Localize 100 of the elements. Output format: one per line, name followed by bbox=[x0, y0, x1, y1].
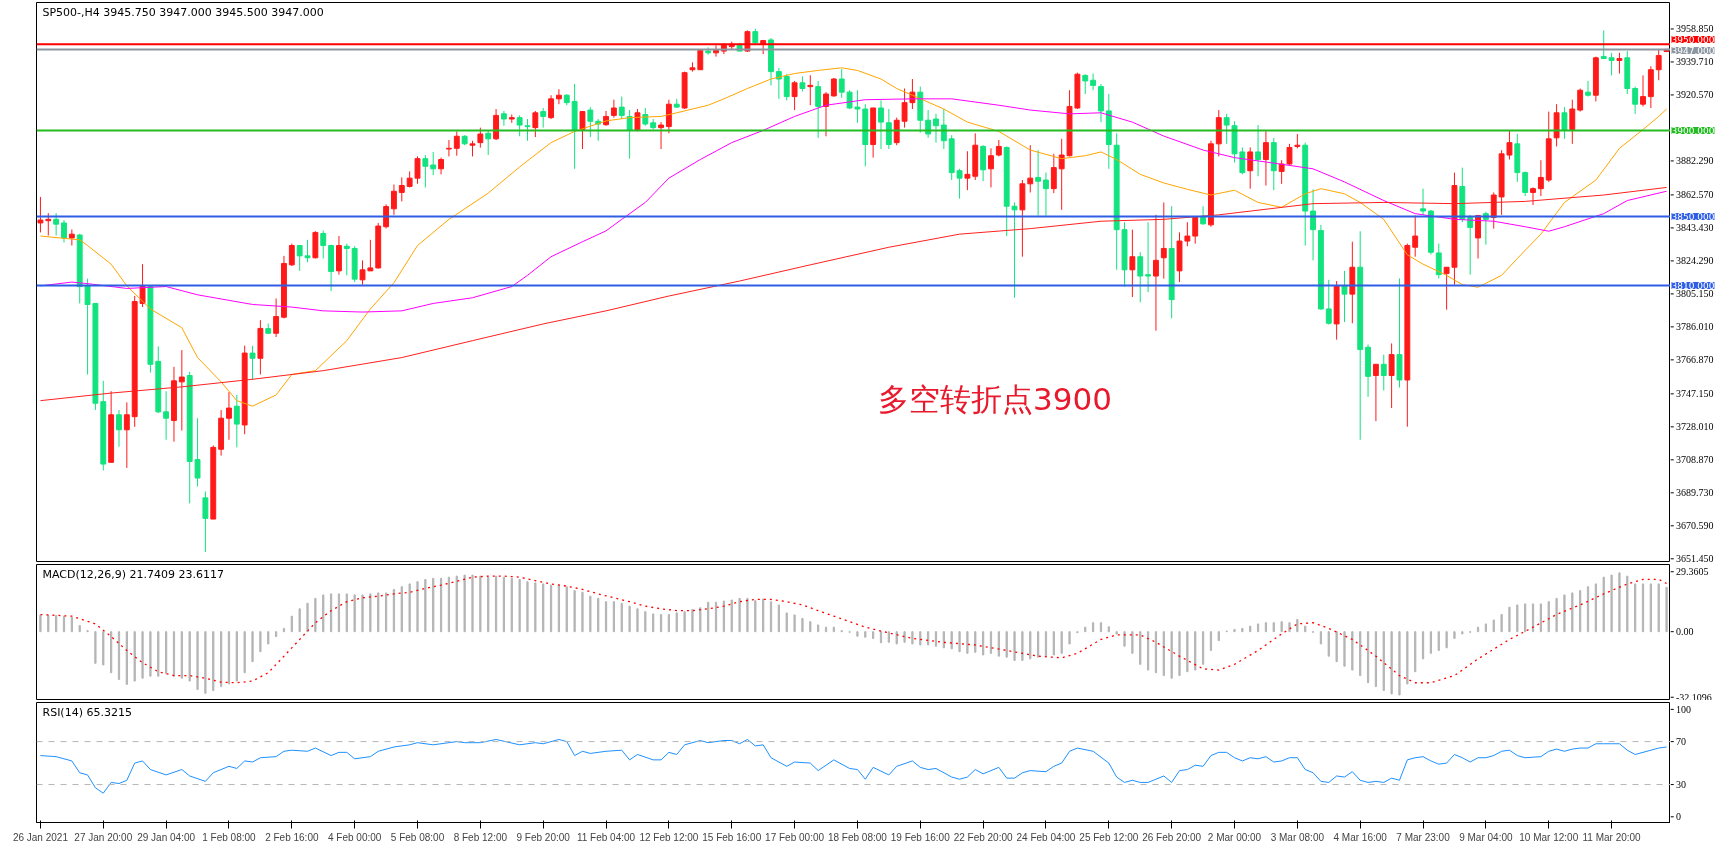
candlestick bbox=[775, 67, 782, 100]
x-tick-label: 27 Jan 20:00 bbox=[74, 831, 133, 843]
candlestick bbox=[1443, 266, 1450, 311]
candlestick bbox=[838, 68, 845, 99]
candlestick bbox=[398, 176, 405, 202]
candlestick bbox=[1341, 270, 1348, 323]
chart-title: RSI(14) 65.3215 bbox=[42, 705, 132, 719]
candlestick bbox=[587, 106, 594, 138]
candlestick bbox=[555, 88, 562, 105]
x-tick-label: 11 Mar 20:00 bbox=[1582, 831, 1642, 843]
candlestick bbox=[878, 99, 884, 150]
candlestick bbox=[1435, 243, 1442, 279]
x-tick-label: 18 Feb 08:00 bbox=[827, 831, 888, 843]
candlestick bbox=[1310, 188, 1316, 261]
y-tick-label: 0.00 bbox=[1675, 626, 1694, 638]
ref-line-label: 3950.000 bbox=[1671, 34, 1715, 45]
candlestick bbox=[1184, 221, 1191, 247]
candlestick bbox=[713, 44, 719, 58]
candlestick bbox=[273, 297, 280, 338]
candlestick bbox=[610, 99, 617, 119]
candlestick bbox=[68, 229, 75, 247]
candlestick bbox=[1043, 172, 1049, 217]
annotation: 多空转折点3900 bbox=[878, 380, 1112, 417]
candlestick bbox=[532, 110, 539, 138]
candlestick bbox=[823, 91, 829, 137]
y-tick-label: 3920.570 bbox=[1675, 89, 1714, 101]
candlestick bbox=[1616, 52, 1623, 75]
candlestick bbox=[1537, 159, 1544, 197]
candlestick bbox=[116, 409, 122, 448]
candlestick bbox=[343, 243, 350, 276]
y-tick-label: 3708.870 bbox=[1675, 454, 1714, 466]
x-tick-label: 4 Feb 00:00 bbox=[327, 831, 382, 843]
candlestick bbox=[1247, 146, 1254, 190]
x-tick-label: 11 Feb 04:00 bbox=[576, 831, 636, 843]
y-tick-label: 3670.590 bbox=[1675, 520, 1714, 532]
candlestick bbox=[1129, 229, 1136, 298]
candlestick bbox=[1223, 113, 1230, 145]
x-tick-label: 9 Mar 04:00 bbox=[1459, 831, 1514, 843]
candlestick bbox=[391, 184, 397, 216]
candlestick bbox=[988, 147, 994, 188]
candlestick bbox=[524, 118, 531, 142]
x-tick-label: 12 Feb 12:00 bbox=[639, 831, 699, 843]
x-tick-label: 17 Feb 00:00 bbox=[765, 831, 825, 843]
candlestick bbox=[1655, 48, 1662, 81]
y-tick-label: 3958.850 bbox=[1675, 23, 1714, 35]
x-tick-label: 7 Mar 23:00 bbox=[1396, 831, 1451, 843]
y-tick-label: 3824.290 bbox=[1675, 255, 1714, 267]
candlestick bbox=[1325, 279, 1332, 326]
candlestick bbox=[1160, 201, 1167, 280]
x-tick-label: 10 Mar 12:00 bbox=[1519, 831, 1579, 843]
candlestick bbox=[430, 151, 437, 176]
candlestick bbox=[288, 243, 295, 267]
y-tick-label: 3747.150 bbox=[1675, 388, 1714, 400]
candlestick bbox=[815, 80, 822, 139]
y-tick-label: 3651.450 bbox=[1675, 553, 1714, 565]
candlestick bbox=[1490, 191, 1497, 230]
candlestick bbox=[1585, 80, 1591, 98]
candlestick bbox=[980, 144, 987, 182]
candlestick bbox=[1380, 354, 1387, 391]
candlestick bbox=[53, 212, 60, 237]
x-tick-label: 22 Feb 20:00 bbox=[953, 831, 1014, 843]
candlestick bbox=[516, 114, 523, 137]
candlestick bbox=[414, 155, 421, 185]
candlestick bbox=[61, 219, 67, 243]
candlestick bbox=[1420, 188, 1426, 216]
candlestick bbox=[1372, 363, 1379, 422]
chart-title: MACD(12,26,9) 21.7409 23.6117 bbox=[42, 567, 225, 581]
candlestick bbox=[1082, 73, 1089, 95]
candlestick bbox=[296, 245, 303, 272]
candlestick bbox=[163, 390, 170, 441]
candlestick bbox=[485, 129, 492, 156]
y-tick-label: 3882.290 bbox=[1675, 155, 1714, 167]
x-tick-label: 5 Feb 08:00 bbox=[390, 831, 445, 843]
candlestick bbox=[304, 239, 311, 263]
x-tick-label: 25 Feb 12:00 bbox=[1079, 831, 1139, 843]
candlestick bbox=[665, 99, 672, 134]
y-tick-label: 30 bbox=[1675, 779, 1686, 791]
candlestick bbox=[500, 110, 507, 127]
candlestick bbox=[383, 203, 390, 229]
y-tick-label: 3939.710 bbox=[1675, 56, 1714, 68]
y-tick-label: 70 bbox=[1675, 736, 1686, 748]
candlestick bbox=[249, 345, 256, 381]
candlestick bbox=[964, 150, 971, 191]
candlestick bbox=[453, 130, 460, 157]
y-tick-label: -32.1096 bbox=[1675, 691, 1712, 703]
ref-line-label: 3850.000 bbox=[1671, 212, 1715, 223]
candlestick bbox=[1035, 149, 1042, 217]
y-tick-label: 3728.010 bbox=[1675, 421, 1714, 433]
candlestick bbox=[1192, 216, 1199, 245]
candlestick bbox=[1050, 153, 1057, 194]
y-tick-label: 100 bbox=[1675, 703, 1691, 715]
candlestick bbox=[791, 80, 798, 111]
candlestick bbox=[493, 108, 499, 141]
x-tick-label: 3 Mar 08:00 bbox=[1270, 831, 1325, 843]
ref-line-label: 3810.000 bbox=[1671, 281, 1715, 292]
ref-line-label: 3947.000 bbox=[1671, 45, 1715, 56]
candlestick bbox=[1561, 106, 1568, 140]
y-tick-label: 3843.430 bbox=[1675, 222, 1714, 234]
candlestick bbox=[658, 121, 664, 150]
x-tick-label: 26 Feb 20:00 bbox=[1142, 831, 1202, 843]
